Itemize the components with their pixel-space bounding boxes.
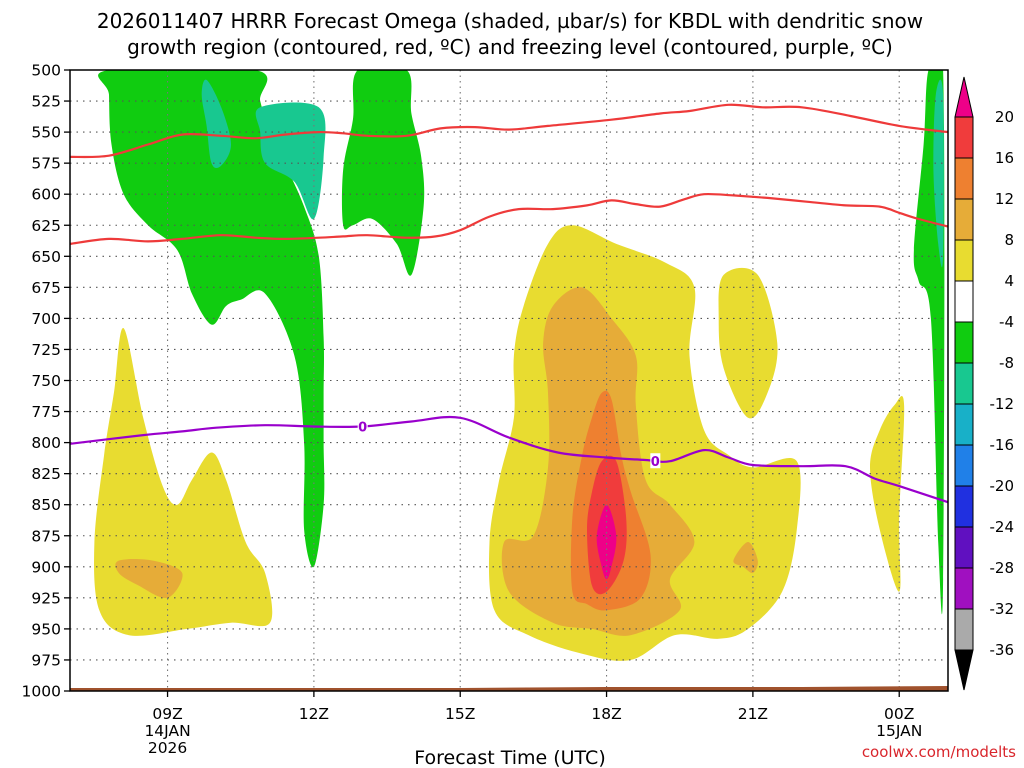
x-tick-label: 09Z	[152, 705, 182, 723]
colorbar-label: 20	[995, 108, 1014, 126]
contour-label-bg	[357, 418, 368, 434]
colorbar-swatch	[954, 157, 974, 200]
colorbar-swatch	[954, 485, 974, 528]
x-tick-year: 2026	[148, 739, 187, 757]
colorbar-swatch	[954, 444, 974, 487]
colorbar-label: -28	[990, 559, 1015, 577]
colorbar-label: -16	[990, 436, 1015, 454]
contour-label-bg	[650, 453, 661, 469]
colorbar-label: 16	[995, 149, 1014, 167]
y-tick-label: 650	[31, 248, 61, 266]
colorbar-label: -36	[990, 641, 1015, 659]
y-tick-label: 800	[31, 434, 61, 452]
omega-region	[596, 504, 617, 580]
y-tick-label: 975	[31, 651, 61, 669]
freezing-level-contour	[70, 415, 948, 504]
colorbar-label: -12	[990, 395, 1015, 413]
colorbar-label: 8	[1004, 231, 1014, 249]
y-tick-label: 725	[31, 341, 61, 359]
chart-title-line-1: 2026011407 HRRR Forecast Omega (shaded, …	[97, 9, 923, 33]
credit-text: coolwx.com/modelts	[862, 743, 1016, 761]
colorbar-label: -4	[999, 313, 1014, 331]
omega-region	[870, 396, 905, 592]
chart-title-line-2: growth region (contoured, red, ºC) and f…	[127, 35, 893, 59]
omega-region	[94, 328, 273, 636]
colorbar-label: 4	[1004, 272, 1014, 290]
omega-region	[933, 79, 944, 268]
colorbar-swatch	[954, 116, 974, 159]
omega-region	[115, 559, 183, 599]
colorbar-swatch	[954, 321, 974, 364]
colorbar-label: -24	[990, 518, 1015, 536]
contour-label: 0	[358, 420, 367, 435]
y-tick-label: 500	[31, 62, 61, 80]
y-tick-label: 750	[31, 372, 61, 390]
x-tick-label: 21Z	[738, 705, 768, 723]
colorbar-label: -32	[990, 600, 1015, 618]
colorbar-label: -20	[990, 477, 1015, 495]
y-tick-label: 575	[31, 155, 61, 173]
x-tick-date: 14JAN	[144, 722, 190, 740]
dgz-contour	[70, 103, 948, 159]
x-tick-label: 15Z	[445, 705, 475, 723]
omega-region	[201, 79, 231, 169]
contours: 00	[70, 103, 948, 504]
colorbar-swatch	[954, 362, 974, 405]
grid	[70, 70, 948, 691]
x-tick-label: 18Z	[591, 705, 621, 723]
y-tick-label: 675	[31, 279, 61, 297]
y-tick-label: 900	[31, 558, 61, 576]
y-tick-label: 925	[31, 589, 61, 607]
colorbar-swatch	[954, 526, 974, 569]
contour-label: 0	[651, 455, 660, 470]
y-tick-label: 525	[31, 93, 61, 111]
x-tick-label: 12Z	[299, 705, 329, 723]
colorbar-label: -8	[999, 354, 1014, 372]
x-axis-label: Forecast Time (UTC)	[414, 747, 605, 768]
colorbar-swatch	[954, 567, 974, 610]
colorbar-swatch	[954, 608, 974, 651]
y-tick-label: 825	[31, 465, 61, 483]
colorbar-swatch	[954, 280, 974, 323]
y-tick-label: 950	[31, 620, 61, 638]
y-tick-label: 775	[31, 403, 61, 421]
ground-surface	[70, 686, 948, 691]
omega-region	[733, 542, 758, 574]
y-tick-label: 550	[31, 124, 61, 142]
colorbar-swatch	[954, 198, 974, 241]
colorbar: 20 16 12 8 4 -4 -8 -12 -16 -20 -24 -28 -32 -36	[954, 76, 1015, 691]
x-tick-label: 00Z	[884, 705, 914, 723]
y-tick-label: 600	[31, 186, 61, 204]
colorbar-label: 12	[995, 190, 1014, 208]
y-tick-label: 875	[31, 527, 61, 545]
colorbar-swatch	[954, 239, 974, 282]
y-tick-label: 625	[31, 217, 61, 235]
terrain	[70, 686, 948, 691]
colorbar-top-arrow	[954, 76, 974, 118]
omega-region	[341, 70, 425, 276]
omega-shading	[94, 70, 945, 661]
y-axis: 500 525 550 575 600 625 650 675 700 725 750 775 800 8…	[22, 62, 70, 701]
dgz-contour	[70, 192, 948, 245]
y-tick-label: 850	[31, 496, 61, 514]
y-tick-label: 1000	[22, 683, 61, 701]
colorbar-bottom-arrow	[954, 649, 974, 691]
x-tick-date: 15JAN	[876, 722, 922, 740]
y-tick-label: 700	[31, 310, 61, 328]
colorbar-swatch	[954, 403, 974, 446]
